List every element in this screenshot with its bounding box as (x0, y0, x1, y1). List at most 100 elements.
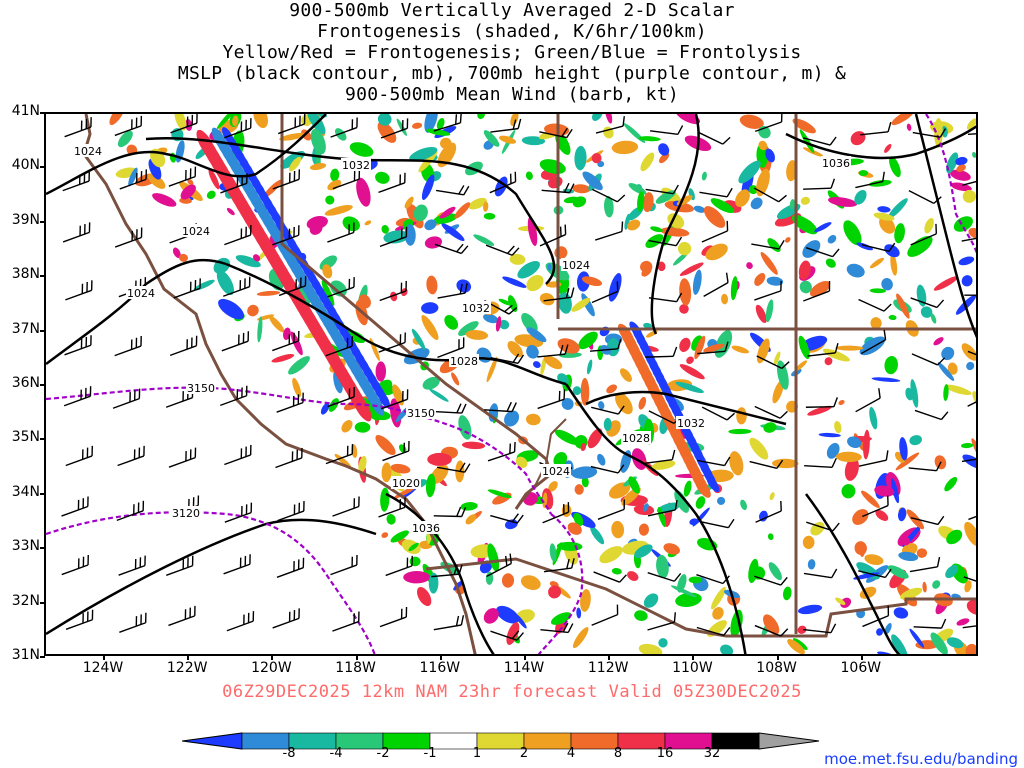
frontogenesis-blob (754, 272, 766, 286)
frontolysis-blob (946, 529, 963, 545)
wind-barb (591, 604, 619, 626)
contour-labels: 1024 1032 1024 1024 1032 1036 1028 1028 1032 1024… (73, 144, 851, 535)
frontogenesis-blob (574, 484, 584, 495)
frontogenesis-blob (686, 356, 694, 364)
frontolysis-blob (714, 330, 733, 358)
frontogenesis-blob (392, 384, 404, 406)
frontolysis-blob (650, 226, 663, 233)
wind-barb (855, 388, 881, 413)
wind-barb (490, 513, 524, 524)
wind-barb (226, 611, 255, 632)
wind-barb (276, 392, 304, 413)
contour-label-bg (461, 301, 491, 314)
mslp-contour-label: 1024 (74, 145, 102, 158)
lon-label: 110W (672, 660, 713, 676)
frontogenesis-blob (864, 554, 884, 566)
wind-barb (380, 389, 409, 410)
frontolysis-blob (320, 402, 330, 415)
contour-label-bg (73, 144, 103, 157)
wind-barb (753, 187, 787, 203)
wind-barb (647, 612, 677, 631)
wind-barb (378, 172, 406, 194)
frontolysis-blob (962, 454, 976, 469)
height-contour (46, 511, 376, 654)
frontogenesis-blob (262, 179, 283, 199)
wind-barb (754, 114, 783, 133)
frontogenesis-blob (309, 163, 327, 171)
wind-barb (272, 225, 300, 246)
frontolysis-blob (375, 171, 390, 184)
frontolysis-blob (961, 275, 973, 287)
frontogenesis-band (352, 393, 372, 422)
wind-barb (379, 607, 408, 628)
frontolysis-blob (591, 114, 603, 121)
title-block: 900-500mb Vertically Averaged 2-D Scalar… (0, 0, 1024, 105)
frontogenesis-blob (571, 297, 591, 312)
wind-barb (61, 554, 89, 576)
wind-barb (967, 401, 976, 407)
wind-barb (754, 624, 789, 637)
frontogenesis-band (694, 477, 711, 498)
height-contour-label: 3150 (187, 382, 215, 395)
frontogenesis-blob (638, 396, 647, 410)
wind-barb (484, 401, 517, 413)
frontolysis-blob (643, 593, 659, 608)
frontolysis-blob (148, 158, 162, 180)
frontolysis-band (377, 390, 391, 409)
wind-barb (277, 501, 305, 522)
wind-barb (754, 575, 788, 586)
wind-barb (437, 283, 468, 299)
frontogenesis-blob (187, 178, 194, 186)
wind-barb (754, 405, 788, 419)
frontolysis-blob (128, 167, 138, 187)
frontolysis-blob (766, 276, 784, 286)
frontogenesis-blob (454, 202, 471, 219)
frontolysis-blob (321, 280, 335, 306)
frontolysis-blob (748, 185, 758, 195)
frontogenesis-blob (604, 114, 613, 124)
frontogenesis-blob (515, 456, 528, 469)
frontogenesis-blob (358, 294, 371, 309)
frontogenesis-blob (711, 586, 726, 610)
wind-barb (168, 447, 197, 468)
wind-barb (169, 335, 198, 357)
frontolysis-blob (897, 507, 907, 522)
wind-barb (168, 166, 197, 187)
frontogenesis-blob (968, 227, 976, 240)
frontolysis-blob (424, 114, 438, 133)
frontolysis-blob (573, 512, 584, 526)
mexico-border (425, 557, 976, 638)
mslp-contour (46, 518, 377, 636)
frontogenesis-blob (772, 380, 784, 404)
wind-barb (855, 171, 885, 189)
frontolysis-blob (941, 125, 948, 138)
frontolysis-blob (514, 613, 527, 629)
frontogenesis-blob (483, 201, 489, 212)
credit-link[interactable]: moe.met.fsu.edu/banding (824, 750, 1018, 768)
lat-tick (40, 656, 45, 658)
frontolysis-blob (856, 242, 874, 251)
frontogenesis-blob (870, 317, 882, 330)
wind-barb (112, 388, 141, 409)
frontolysis-blob (404, 224, 416, 246)
lat-label: 38N (11, 266, 40, 283)
lon-tick (776, 654, 779, 660)
frontolysis-blob (330, 168, 340, 182)
wind-barb (751, 239, 785, 250)
frontogenesis-blob (606, 384, 617, 394)
contour-label-bg (181, 224, 211, 237)
frontogenesis-blob (461, 441, 486, 450)
frontogenesis-blob (638, 643, 663, 654)
frontolysis-blob (424, 219, 437, 231)
frontogenesis-blob (890, 253, 898, 276)
wind-barb (224, 118, 252, 139)
frontolysis-blob (390, 530, 409, 543)
frontolysis-blob (898, 551, 919, 562)
wind-barb (490, 118, 522, 133)
lat-label: 31N (11, 647, 40, 663)
wind-barb (858, 450, 889, 467)
frontolysis-blob (487, 489, 512, 499)
lat-label: 37N (11, 320, 40, 337)
frontogenesis-blob (758, 140, 768, 151)
frontolysis-blob (894, 223, 905, 244)
